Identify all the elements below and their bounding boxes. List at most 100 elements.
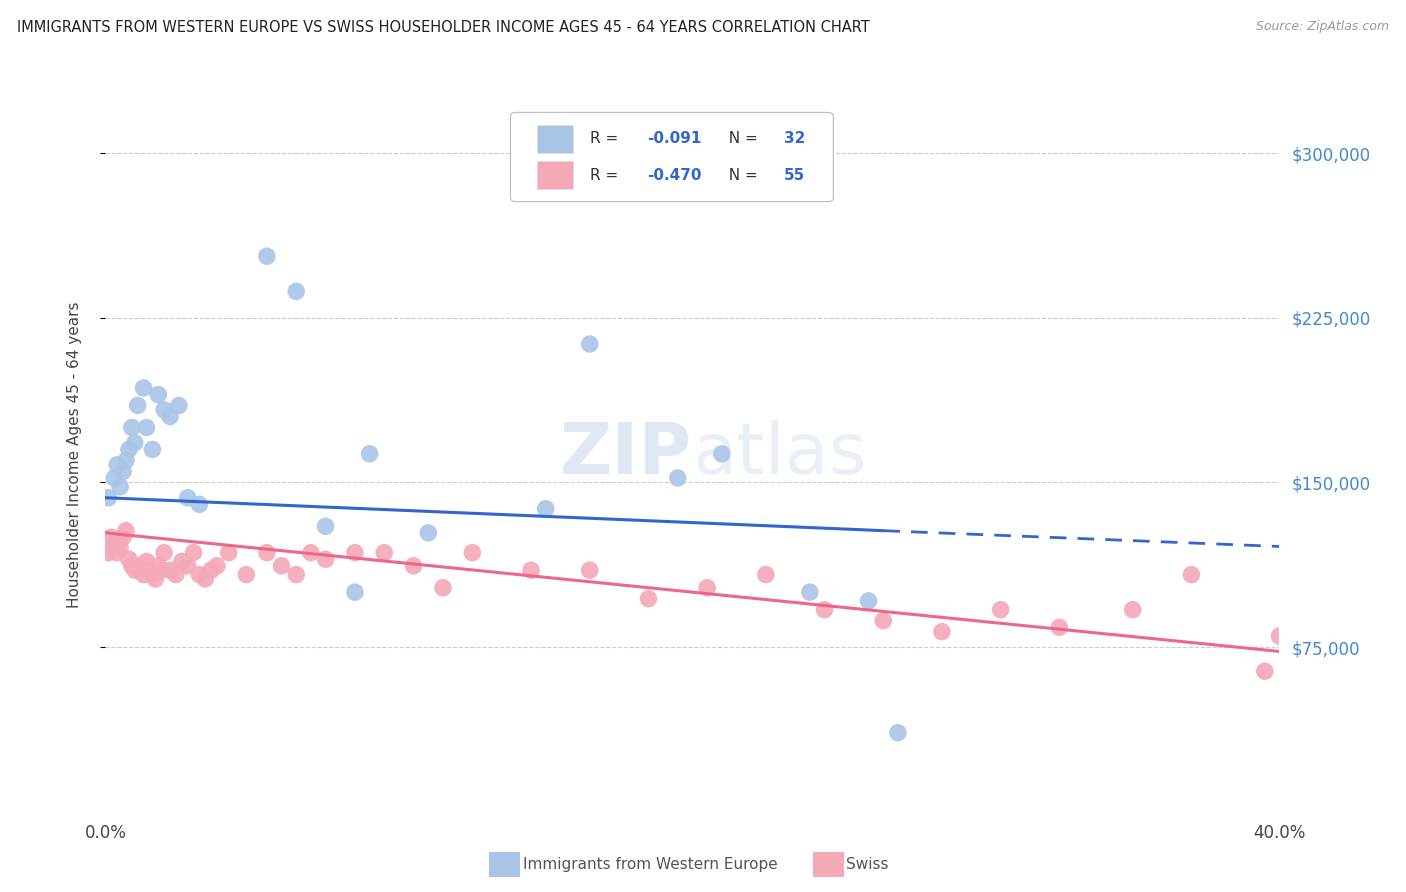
Text: R =: R = — [591, 131, 623, 146]
Point — [799, 585, 821, 599]
Point — [121, 420, 143, 434]
Point — [990, 603, 1012, 617]
Point — [578, 337, 600, 351]
Point — [755, 567, 778, 582]
Point — [115, 524, 138, 538]
Point — [205, 558, 228, 573]
Text: -0.470: -0.470 — [647, 168, 702, 183]
Point — [103, 471, 125, 485]
FancyBboxPatch shape — [537, 161, 572, 189]
Point — [167, 399, 190, 413]
Text: 32: 32 — [785, 131, 806, 146]
Text: N =: N = — [720, 131, 763, 146]
Point — [143, 572, 166, 586]
Text: atlas: atlas — [692, 420, 868, 490]
Point — [118, 442, 141, 457]
Point — [170, 554, 193, 568]
Point — [872, 614, 894, 628]
Point — [108, 480, 131, 494]
Point — [127, 399, 149, 413]
Point — [132, 567, 155, 582]
Point — [520, 563, 543, 577]
Point — [813, 603, 835, 617]
Point — [256, 546, 278, 560]
Text: R =: R = — [591, 168, 623, 183]
Point — [285, 285, 308, 299]
Point — [194, 572, 217, 586]
Text: -0.091: -0.091 — [647, 131, 702, 146]
Point — [148, 387, 170, 401]
Point — [1122, 603, 1144, 617]
Point — [343, 546, 366, 560]
Point — [159, 409, 181, 424]
Point — [176, 491, 198, 505]
Point — [373, 546, 395, 560]
Point — [108, 541, 131, 556]
Point — [637, 591, 659, 606]
Point — [138, 563, 160, 577]
Point — [124, 563, 146, 577]
Point — [534, 501, 557, 516]
Point — [141, 442, 163, 457]
Point — [150, 563, 173, 577]
Point — [461, 546, 484, 560]
Point — [141, 567, 163, 582]
Text: 55: 55 — [785, 168, 806, 183]
Point — [129, 563, 152, 577]
Point — [887, 725, 910, 739]
Point — [132, 381, 155, 395]
Point — [696, 581, 718, 595]
Point — [1180, 567, 1202, 582]
Point — [359, 447, 381, 461]
Text: IMMIGRANTS FROM WESTERN EUROPE VS SWISS HOUSEHOLDER INCOME AGES 45 - 64 YEARS CO: IMMIGRANTS FROM WESTERN EUROPE VS SWISS … — [17, 20, 870, 35]
Point — [188, 497, 211, 511]
Point — [115, 453, 138, 467]
Point — [112, 530, 135, 544]
Point — [299, 546, 322, 560]
Point — [188, 567, 211, 582]
Point — [135, 554, 157, 568]
Point — [105, 546, 128, 560]
Point — [176, 558, 198, 573]
Point — [153, 403, 176, 417]
Point — [97, 491, 120, 505]
Point — [1047, 620, 1070, 634]
FancyBboxPatch shape — [537, 125, 572, 153]
Point — [858, 594, 880, 608]
Point — [666, 471, 689, 485]
Point — [183, 546, 205, 560]
Point — [112, 464, 135, 478]
Point — [97, 546, 120, 560]
Point — [159, 563, 181, 577]
Y-axis label: Householder Income Ages 45 - 64 years: Householder Income Ages 45 - 64 years — [67, 301, 82, 608]
FancyBboxPatch shape — [510, 112, 834, 202]
Point — [285, 567, 308, 582]
Point — [402, 558, 425, 573]
Text: N =: N = — [720, 168, 763, 183]
Point — [710, 447, 733, 461]
Point — [118, 552, 141, 566]
Point — [121, 558, 143, 573]
Point — [235, 567, 257, 582]
Point — [165, 567, 187, 582]
Text: Swiss: Swiss — [846, 857, 889, 871]
Point — [931, 624, 953, 639]
Point — [135, 420, 157, 434]
Point — [100, 530, 122, 544]
Point — [127, 558, 149, 573]
Point — [124, 435, 146, 450]
Point — [1268, 629, 1291, 643]
Point — [315, 552, 337, 566]
Point — [103, 537, 125, 551]
Text: Source: ZipAtlas.com: Source: ZipAtlas.com — [1256, 20, 1389, 33]
Point — [1254, 664, 1277, 678]
Point — [270, 558, 292, 573]
Point — [578, 563, 600, 577]
Point — [218, 546, 240, 560]
Point — [256, 249, 278, 263]
Point — [148, 558, 170, 573]
Point — [343, 585, 366, 599]
Point — [105, 458, 128, 472]
Point — [200, 563, 222, 577]
Point — [432, 581, 454, 595]
